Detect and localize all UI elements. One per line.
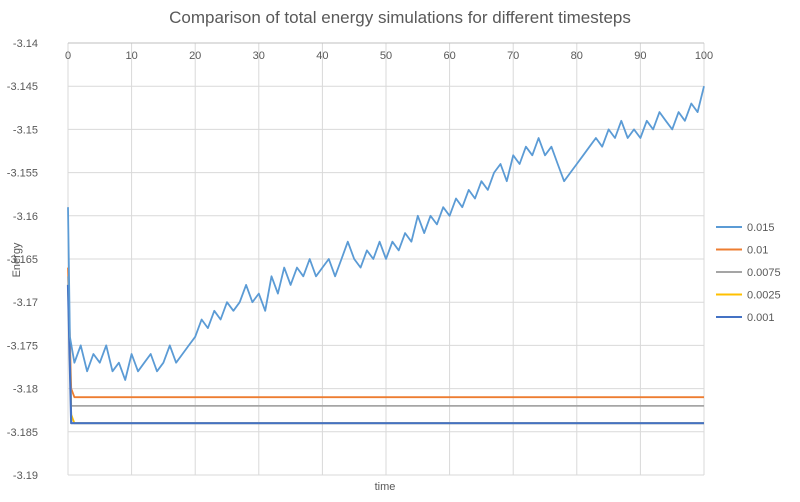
y-tick-label: -3.15 [13, 124, 38, 136]
y-tick-label: -3.175 [7, 340, 38, 352]
x-tick-label: 90 [634, 50, 646, 62]
y-tick-label: -3.185 [7, 427, 38, 439]
y-tick-label: -3.17 [13, 297, 38, 309]
y-tick-label: -3.14 [13, 38, 38, 50]
x-tick-label: 10 [125, 50, 137, 62]
y-tick-label: -3.19 [13, 470, 38, 482]
series-line-0.01 [67, 267, 704, 399]
y-axis-label: Energy [11, 242, 23, 277]
series-line-0.0075 [67, 276, 704, 407]
x-tick-label: 0 [65, 50, 71, 62]
x-tick-label: 20 [189, 50, 201, 62]
chart-title: Comparison of total energy simulations f… [169, 8, 631, 27]
x-tick-label: 40 [316, 50, 328, 62]
legend-label-0.0025: 0.0025 [747, 290, 781, 302]
x-axis-ticks: 0 10 20 30 40 50 60 70 80 90 100 [65, 50, 713, 62]
y-tick-label: -3.18 [13, 384, 38, 396]
y-tick-label: -3.155 [7, 168, 38, 180]
x-tick-label: 100 [695, 50, 713, 62]
x-tick-label: 80 [571, 50, 583, 62]
legend: 0.015 0.01 0.0075 0.0025 0.001 [716, 222, 781, 324]
x-tick-label: 50 [380, 50, 392, 62]
x-tick-label: 70 [507, 50, 519, 62]
legend-label-0.015: 0.015 [747, 222, 775, 234]
series-line-0.015 [67, 85, 705, 381]
y-tick-label: -3.145 [7, 81, 38, 93]
x-tick-label: 30 [253, 50, 265, 62]
y-axis-ticks: -3.14 -3.145 -3.15 -3.155 -3.16 -3.165 -3.17 -3… [7, 38, 38, 482]
y-tick-label: -3.16 [13, 211, 38, 223]
legend-label-0.0075: 0.0075 [747, 267, 781, 279]
series-line-0.001 [66, 284, 704, 425]
grid-lines [67, 42, 705, 476]
x-axis-label: time [375, 481, 396, 493]
series-lines [66, 85, 705, 425]
legend-label-0.001: 0.001 [747, 312, 775, 324]
x-tick-label: 60 [443, 50, 455, 62]
y-tick-label: -3.165 [7, 254, 38, 266]
legend-label-0.01: 0.01 [747, 245, 768, 257]
